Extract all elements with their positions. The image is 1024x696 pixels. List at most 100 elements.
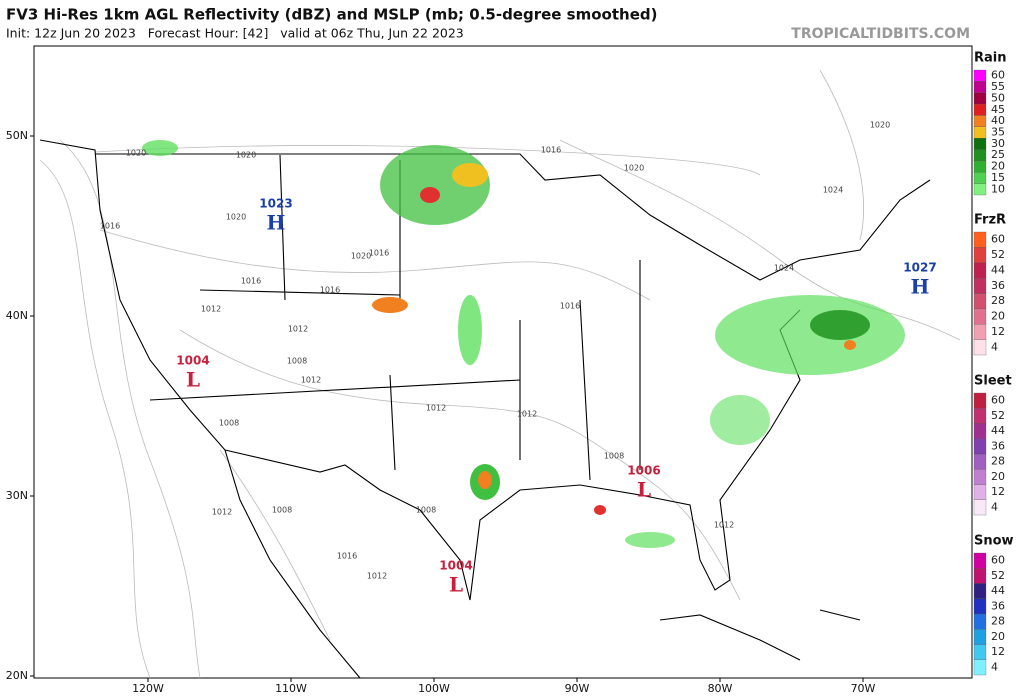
legend-title: Rain <box>974 51 1007 66</box>
legend-swatch <box>973 583 987 599</box>
isobar-label: 1020 <box>226 213 246 222</box>
legend-value: 36 <box>991 439 1005 452</box>
legend-value: 45 <box>991 103 1005 116</box>
legend-swatch <box>973 644 987 660</box>
lat-label: 40N <box>6 309 28 322</box>
coastlines-and-borders <box>39 139 931 679</box>
legend-swatch <box>973 423 987 439</box>
map-title: FV3 Hi-Res 1km AGL Reflectivity (dBZ) an… <box>6 6 657 24</box>
map-area <box>33 45 973 679</box>
lon-label: 120W <box>132 682 164 695</box>
legend-value: 60 <box>991 394 1005 407</box>
legend-swatch <box>973 659 987 676</box>
pressure-symbol: L <box>637 478 651 502</box>
legend-swatch <box>973 81 987 93</box>
legend-swatch <box>973 103 987 116</box>
legend-swatch <box>973 69 987 82</box>
legend-swatch <box>973 277 987 294</box>
isobar-label: 1016 <box>337 552 357 561</box>
legend-value: 52 <box>991 248 1005 261</box>
isobar-label: 1008 <box>604 452 624 461</box>
isobar-label: 1024 <box>774 264 794 273</box>
legend-value: 20 <box>991 470 1005 483</box>
legend-value: 10 <box>991 182 1005 195</box>
legend-value: 4 <box>991 660 998 673</box>
legend-value: 44 <box>991 263 1005 276</box>
legend-value: 35 <box>991 126 1005 139</box>
legend-value: 20 <box>991 310 1005 323</box>
legend-value: 25 <box>991 148 1005 161</box>
legend-swatch <box>973 149 987 162</box>
legend-swatch <box>973 453 987 470</box>
legend-swatch <box>973 339 987 356</box>
legend-swatch <box>973 469 987 485</box>
legend-swatch <box>973 126 987 139</box>
legend-swatch <box>973 293 987 310</box>
isobar-label: 1012 <box>517 410 537 419</box>
legend-value: 15 <box>991 171 1005 184</box>
legend-value: 20 <box>991 160 1005 173</box>
lat-label: 30N <box>6 489 28 502</box>
lon-label: 110W <box>275 682 307 695</box>
pressure-value: 1004 <box>176 354 209 368</box>
pressure-value: 1023 <box>259 197 292 211</box>
pressure-symbol: H <box>911 275 930 299</box>
isobar-label: 1020 <box>870 121 890 130</box>
legend-swatch <box>973 262 987 279</box>
legend-swatch <box>973 552 987 569</box>
legend-value: 28 <box>991 455 1005 468</box>
isobar-label: 1012 <box>301 376 321 385</box>
legend-value: 12 <box>991 325 1005 338</box>
isobar-label: 1020 <box>236 151 256 160</box>
legend-swatch <box>973 247 987 263</box>
isobar-label: 1020 <box>351 252 371 261</box>
legend-value: 44 <box>991 424 1005 437</box>
lon-label: 80W <box>708 682 733 695</box>
isobar-label: 1012 <box>426 404 446 413</box>
isobar-label: 1012 <box>212 508 232 517</box>
legend-title: Snow <box>974 534 1014 549</box>
legend-value: 36 <box>991 599 1005 612</box>
isobar-label: 1016 <box>241 277 261 286</box>
isobar-label: 1012 <box>714 521 734 530</box>
legend-value: 50 <box>991 91 1005 104</box>
legend-swatch <box>973 484 987 500</box>
legend-swatch <box>973 408 987 424</box>
legend-swatch <box>973 308 987 325</box>
isobar-label: 1016 <box>320 286 340 295</box>
pressure-symbol: H <box>267 211 286 235</box>
legend-value: 20 <box>991 630 1005 643</box>
legend-swatch <box>973 92 987 105</box>
lon-label: 90W <box>565 682 590 695</box>
legend-value: 44 <box>991 584 1005 597</box>
legend-swatch <box>973 160 987 173</box>
isobar-label: 1016 <box>100 222 120 231</box>
isobar-label: 1012 <box>201 305 221 314</box>
isobar-label: 1016 <box>369 249 389 258</box>
legend-value: 52 <box>991 569 1005 582</box>
pressure-value: 1027 <box>903 261 936 275</box>
legend-swatch <box>973 183 987 196</box>
legend-swatch <box>973 138 987 150</box>
precipitation <box>142 140 905 548</box>
legend-value: 60 <box>991 554 1005 567</box>
isobar-label: 1008 <box>272 506 292 515</box>
legend-swatch <box>973 392 987 409</box>
isobar-label: 1008 <box>287 357 307 366</box>
legend-value: 36 <box>991 279 1005 292</box>
isobar-label: 1012 <box>288 325 308 334</box>
legend-value: 60 <box>991 69 1005 82</box>
legend-swatch <box>973 568 987 584</box>
legend-swatch <box>973 172 987 184</box>
lon-label: 70W <box>851 682 876 695</box>
isobar-label: 1008 <box>219 419 239 428</box>
legend-value: 28 <box>991 615 1005 628</box>
isobar-label: 1008 <box>416 506 436 515</box>
map-subtitle: Init: 12z Jun 20 2023 Forecast Hour: [42… <box>6 26 464 41</box>
isobar-label: 1016 <box>541 146 561 155</box>
legend-value: 12 <box>991 645 1005 658</box>
legend-swatch <box>973 231 987 248</box>
pressure-symbol: L <box>186 368 200 392</box>
legend-swatch <box>973 438 987 455</box>
pressure-value: 1006 <box>627 464 660 478</box>
